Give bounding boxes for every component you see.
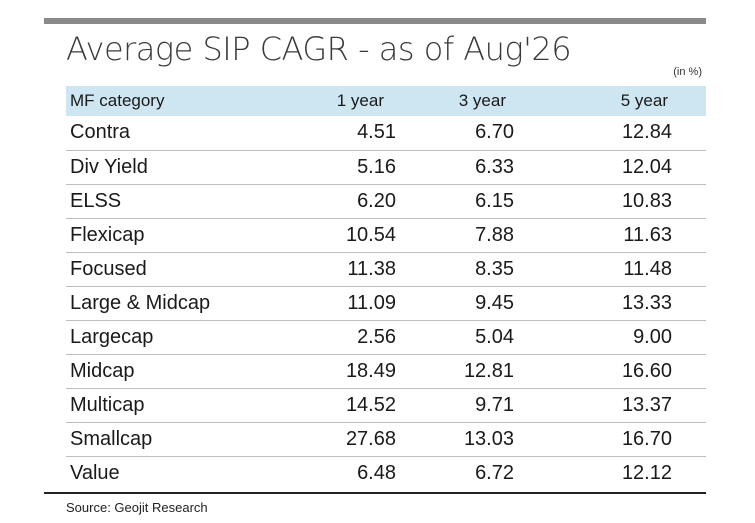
value-3-year-cell: 6.72: [475, 461, 514, 484]
value-1-year-cell: 6.48: [357, 461, 396, 484]
value-1-year-cell: 2.56: [357, 325, 396, 348]
value-1-year-cell: 14.52: [345, 393, 396, 416]
value-5-year-cell: 10.83: [621, 189, 672, 212]
category-cell: Multicap: [70, 393, 145, 416]
column-header-5-year: 5 year: [620, 91, 668, 110]
value-3-year-cell: 9.71: [475, 393, 514, 416]
value-5-year-cell: 12.84: [621, 121, 672, 144]
value-3-year-cell: 5.04: [475, 325, 514, 348]
header-row: MF category 1 year 3 year 5 year: [66, 86, 706, 116]
value-5-year-cell: 13.37: [621, 393, 672, 416]
chart-title: Average SIP CAGR - as of Aug'26: [66, 30, 572, 68]
value-1-year-cell: 27.68: [345, 427, 396, 450]
value-3-year-cell: 6.15: [475, 189, 514, 212]
category-cell: Div Yield: [70, 155, 148, 178]
sip-cagr-table: MF category 1 year 3 year 5 year Contra 4…: [66, 86, 706, 490]
title-row: Average SIP CAGR - as of Aug'26 (in %): [44, 24, 706, 86]
category-cell: Value: [70, 461, 120, 484]
category-cell: Smallcap: [70, 427, 153, 450]
value-5-year-cell: 16.60: [621, 359, 672, 382]
source-note: Source: Geojit Research: [66, 500, 208, 515]
category-cell: Focused: [70, 257, 147, 280]
value-3-year-cell: 6.33: [475, 155, 514, 178]
table-row: Smallcap 27.68 13.03 16.70: [66, 422, 706, 456]
value-1-year-cell: 6.20: [357, 189, 396, 212]
category-cell: Largecap: [70, 325, 154, 348]
value-1-year-cell: 11.38: [347, 257, 396, 280]
category-cell: Contra: [70, 121, 131, 144]
column-header-1-year: 1 year: [336, 91, 384, 110]
table-card: Average SIP CAGR - as of Aug'26 (in %) M…: [44, 18, 706, 515]
value-1-year-cell: 4.51: [357, 121, 396, 144]
table-body: Contra 4.51 6.70 12.84 Div Yield 5.16 6.33 12.0…: [66, 116, 706, 490]
table-row: Multicap 14.52 9.71 13.37: [66, 388, 706, 422]
value-1-year-cell: 10.54: [345, 223, 396, 246]
unit-note: (in %): [673, 66, 702, 78]
table-row: Flexicap 10.54 7.88 11.63: [66, 218, 706, 252]
category-cell: Large & Midcap: [70, 291, 211, 314]
value-3-year-cell: 12.81: [463, 359, 514, 382]
category-cell: Flexicap: [70, 223, 145, 246]
value-5-year-cell: 9.00: [633, 325, 672, 348]
bottom-rule: [44, 492, 706, 494]
value-5-year-cell: 11.63: [623, 223, 672, 246]
top-rule: [44, 18, 706, 24]
value-3-year-cell: 6.70: [475, 121, 514, 144]
table-row: ELSS 6.20 6.15 10.83: [66, 184, 706, 218]
category-cell: ELSS: [70, 189, 122, 212]
value-5-year-cell: 11.48: [623, 257, 672, 280]
value-3-year-cell: 13.03: [463, 427, 514, 450]
value-5-year-cell: 12.12: [621, 461, 672, 484]
table-row: Contra 4.51 6.70 12.84: [66, 116, 706, 150]
value-1-year-cell: 18.49: [345, 359, 396, 382]
value-1-year-cell: 5.16: [357, 155, 396, 178]
table-row: Largecap 2.56 5.04 9.00: [66, 320, 706, 354]
value-3-year-cell: 8.35: [475, 257, 514, 280]
table-row: Div Yield 5.16 6.33 12.04: [66, 150, 706, 184]
value-5-year-cell: 13.33: [621, 291, 672, 314]
value-5-year-cell: 16.70: [621, 427, 672, 450]
value-5-year-cell: 12.04: [621, 155, 672, 178]
table-row: Focused 11.38 8.35 11.48: [66, 252, 706, 286]
table-row: Value 6.48 6.72 12.12: [66, 456, 706, 490]
column-header-category: MF category: [70, 91, 165, 110]
table-row: Midcap 18.49 12.81 16.60: [66, 354, 706, 388]
table-row: Large & Midcap 11.09 9.45 13.33: [66, 286, 706, 320]
value-3-year-cell: 9.45: [475, 291, 514, 314]
category-cell: Midcap: [70, 359, 135, 382]
value-1-year-cell: 11.09: [347, 291, 396, 314]
value-3-year-cell: 7.88: [475, 223, 514, 246]
column-header-3-year: 3 year: [458, 91, 506, 110]
